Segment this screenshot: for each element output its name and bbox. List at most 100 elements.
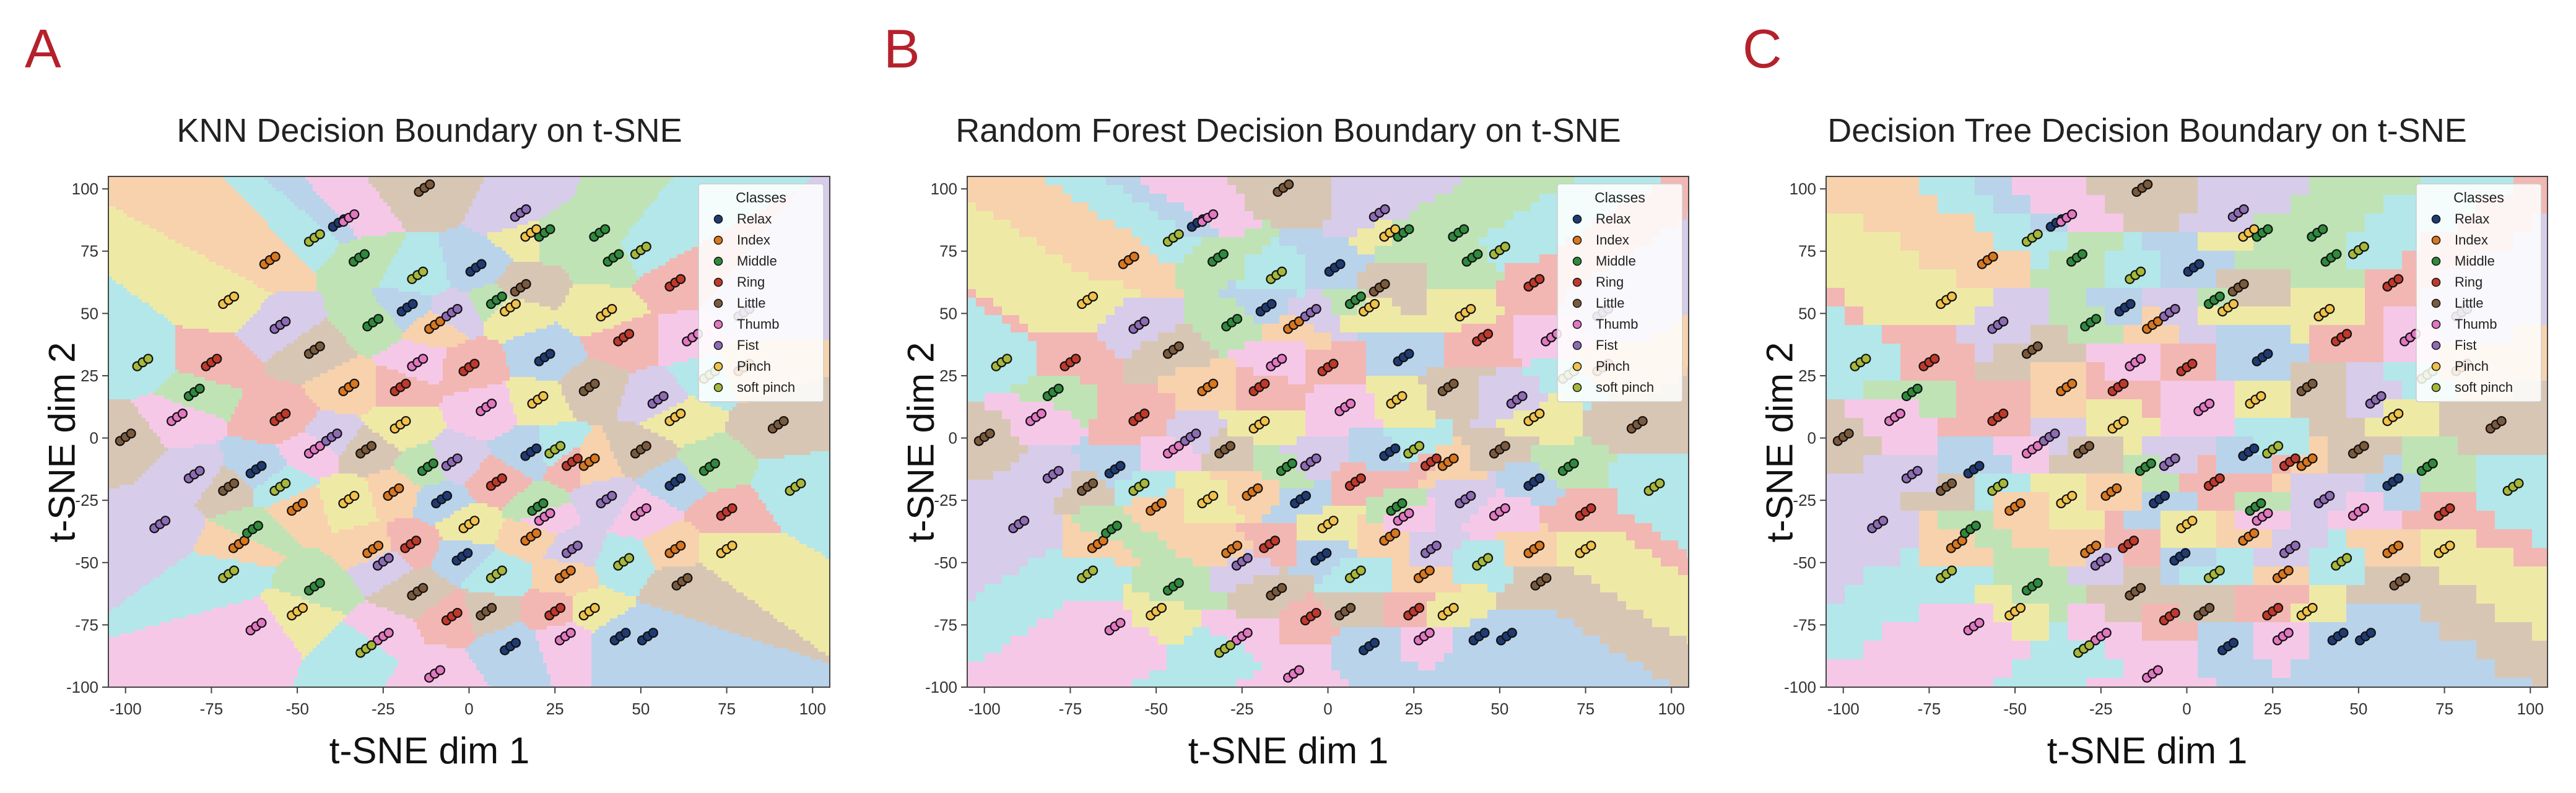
region-cell: [164, 552, 168, 556]
region-cell: [190, 496, 194, 500]
region-cell: [157, 191, 161, 196]
region-cell: [198, 433, 202, 437]
region-cell: [123, 522, 128, 526]
region-cell: [198, 459, 202, 463]
region-cell: [146, 659, 150, 664]
region-cell: [157, 433, 161, 437]
region-cell: [216, 622, 220, 626]
region-cell: [179, 396, 183, 400]
region-cell: [120, 533, 124, 537]
region-cell: [231, 418, 235, 422]
region-cell: [131, 659, 135, 664]
region-cell: [227, 503, 232, 508]
region-cell: [149, 600, 154, 604]
region-cell: [220, 396, 224, 400]
region-cell: [134, 455, 139, 459]
region-cell: [131, 592, 135, 597]
region-cell: [116, 384, 120, 389]
region-cell: [209, 254, 213, 259]
region-cell: [216, 615, 220, 619]
region-cell: [120, 318, 124, 322]
region-cell: [138, 600, 142, 604]
region-cell: [153, 611, 157, 615]
region-cell: [212, 243, 217, 248]
region-cell: [238, 611, 243, 615]
region-cell: [131, 217, 135, 222]
region-cell: [153, 418, 157, 422]
region-cell: [175, 206, 180, 210]
region-cell: [216, 180, 220, 184]
region-cell: [168, 299, 172, 303]
region-cell: [108, 425, 113, 430]
region-cell: [149, 418, 154, 422]
region-cell: [227, 641, 232, 645]
region-cell: [216, 429, 220, 433]
region-cell: [127, 266, 131, 270]
region-cell: [153, 306, 157, 311]
region-cell: [112, 537, 116, 541]
region-cell: [112, 641, 116, 645]
region-cell: [231, 425, 235, 430]
region-cell: [235, 396, 239, 400]
region-cell: [227, 225, 232, 229]
region-cell: [138, 176, 142, 181]
region-cell: [175, 522, 180, 526]
region-cell: [131, 184, 135, 188]
region-cell: [142, 247, 146, 251]
region-cell: [216, 273, 220, 277]
region-cell: [116, 503, 120, 508]
region-cell: [127, 563, 131, 567]
region-cell: [212, 251, 217, 255]
region-cell: [205, 425, 209, 430]
region-cell: [127, 214, 131, 218]
region-cell: [231, 392, 235, 396]
region-cell: [142, 552, 146, 556]
region-cell: [120, 240, 124, 244]
region-cell: [123, 685, 128, 688]
region-cell: [220, 414, 224, 418]
region-cell: [172, 600, 176, 604]
region-cell: [216, 191, 220, 196]
region-cell: [190, 377, 194, 381]
region-cell: [231, 630, 235, 634]
region-cell: [183, 399, 187, 404]
region-cell: [216, 540, 220, 545]
region-cell: [153, 314, 157, 318]
region-cell: [108, 548, 113, 552]
region-cell: [190, 433, 194, 437]
region-cell: [212, 678, 217, 682]
region-cell: [160, 295, 165, 300]
region-cell: [146, 637, 150, 641]
region-cell: [235, 277, 239, 281]
region-cell: [160, 429, 165, 433]
region-cell: [127, 407, 131, 411]
region-cell: [216, 682, 220, 686]
region-cell: [138, 370, 142, 374]
region-cell: [216, 202, 220, 207]
region-cell: [190, 644, 194, 649]
region-cell: [186, 507, 191, 511]
region-cell: [172, 310, 176, 314]
region-cell: [194, 652, 198, 656]
region-cell: [131, 555, 135, 560]
region-cell: [164, 492, 168, 496]
region-cell: [131, 410, 135, 415]
region-cell: [201, 459, 206, 463]
region-cell: [160, 240, 165, 244]
region-cell: [164, 648, 168, 652]
region-cell: [172, 202, 176, 207]
region-cell: [127, 537, 131, 541]
region-cell: [201, 685, 206, 688]
region-cell: [216, 254, 220, 259]
region-cell: [205, 236, 209, 240]
region-cell: [149, 507, 154, 511]
region-cell: [164, 670, 168, 675]
region-cell: [112, 548, 116, 552]
region-cell: [157, 626, 161, 630]
region-cell: [205, 622, 209, 626]
region-cell: [138, 563, 142, 567]
region-cell: [198, 225, 202, 229]
region-cell: [157, 674, 161, 678]
region-cell: [127, 581, 131, 586]
region-cell: [235, 578, 239, 582]
